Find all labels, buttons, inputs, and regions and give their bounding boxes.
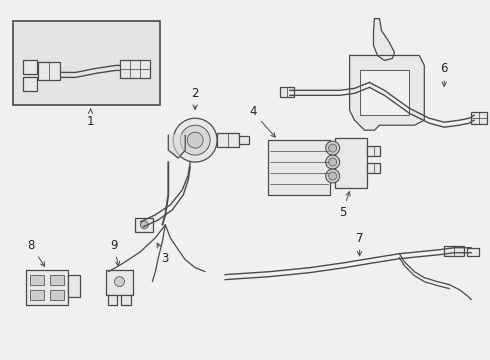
Text: 1: 1 xyxy=(87,109,95,128)
Circle shape xyxy=(329,172,337,180)
Circle shape xyxy=(329,158,337,166)
Bar xyxy=(239,136,249,144)
Bar xyxy=(122,294,131,305)
Bar xyxy=(23,77,37,91)
Bar xyxy=(23,60,37,75)
Bar xyxy=(30,275,44,285)
Polygon shape xyxy=(349,55,424,130)
Circle shape xyxy=(326,141,340,155)
Polygon shape xyxy=(373,19,394,60)
Bar xyxy=(50,289,64,300)
Text: 9: 9 xyxy=(110,239,120,266)
Bar xyxy=(26,270,68,305)
Bar xyxy=(444,246,464,256)
Text: 4: 4 xyxy=(249,105,275,137)
Bar xyxy=(268,140,330,195)
Bar xyxy=(471,112,487,124)
Text: 7: 7 xyxy=(356,232,363,256)
Bar xyxy=(68,275,80,297)
Bar xyxy=(467,248,479,256)
Text: 8: 8 xyxy=(27,239,45,266)
Bar xyxy=(367,146,380,156)
Text: 3: 3 xyxy=(157,243,169,265)
Text: 6: 6 xyxy=(441,62,448,86)
Bar xyxy=(280,87,294,97)
Bar xyxy=(217,133,239,147)
Circle shape xyxy=(173,118,217,162)
Circle shape xyxy=(326,169,340,183)
Circle shape xyxy=(326,155,340,169)
Circle shape xyxy=(187,132,203,148)
Bar xyxy=(105,270,133,294)
Polygon shape xyxy=(360,71,409,115)
Bar xyxy=(107,294,118,305)
Text: 5: 5 xyxy=(339,192,350,219)
Bar xyxy=(121,60,150,78)
Bar xyxy=(30,289,44,300)
Polygon shape xyxy=(168,135,185,158)
Circle shape xyxy=(180,125,210,155)
Bar xyxy=(13,21,160,105)
Circle shape xyxy=(115,276,124,287)
Bar xyxy=(367,163,380,173)
Bar xyxy=(38,62,60,80)
Bar xyxy=(135,218,153,232)
Circle shape xyxy=(329,144,337,152)
Circle shape xyxy=(141,221,148,229)
Bar xyxy=(335,138,367,188)
Bar xyxy=(50,275,64,285)
Text: 2: 2 xyxy=(192,87,199,109)
